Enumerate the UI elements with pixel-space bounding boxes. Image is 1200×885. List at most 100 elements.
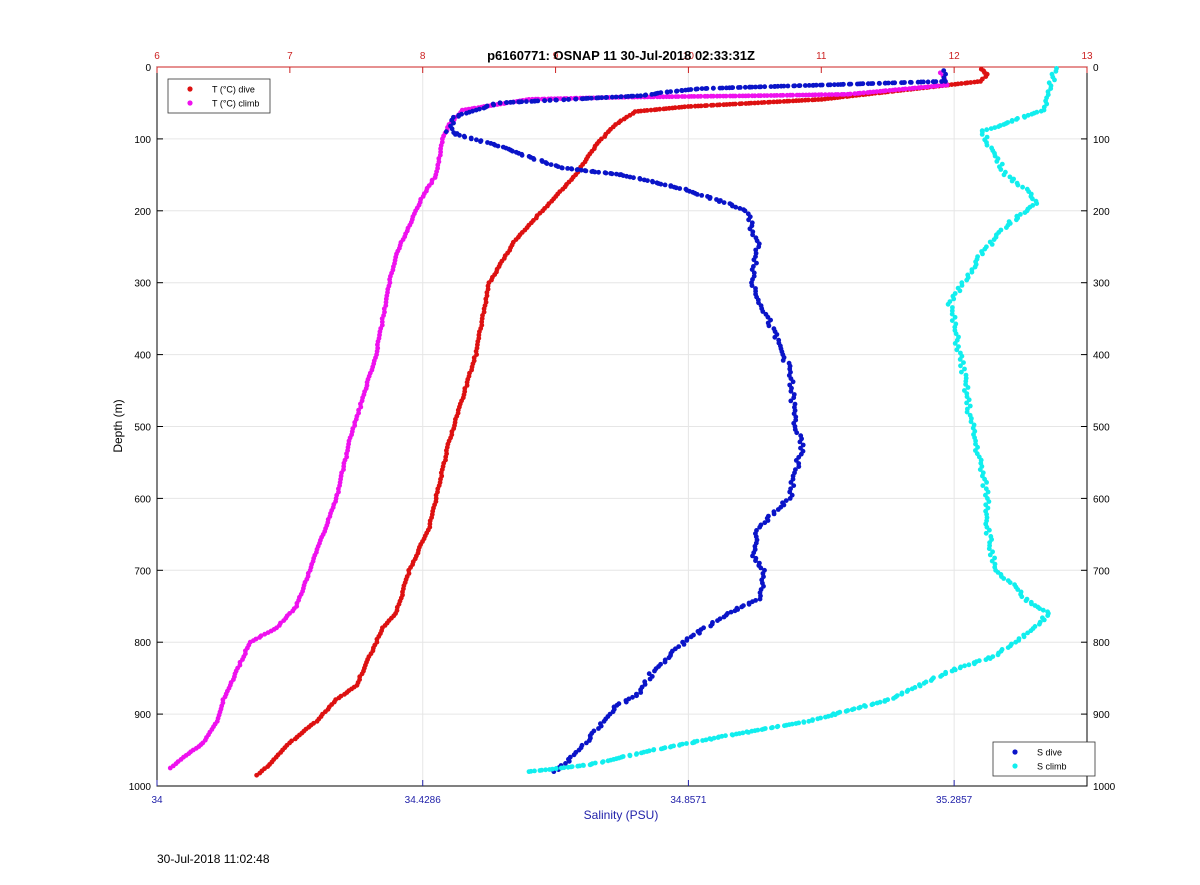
- data-point: [907, 86, 912, 91]
- data-point: [765, 99, 771, 105]
- data-point: [699, 86, 705, 91]
- data-point: [679, 94, 685, 99]
- data-point: [603, 95, 609, 100]
- data-point: [964, 409, 970, 415]
- data-point: [945, 301, 951, 307]
- data-point: [953, 331, 959, 337]
- data-point: [1005, 645, 1011, 650]
- data-point: [478, 139, 483, 145]
- data-point: [996, 124, 1001, 129]
- data-point: [939, 79, 944, 84]
- data-point: [781, 99, 787, 104]
- data-point: [510, 148, 515, 154]
- x-bottom-tick-label: 34.4286: [405, 795, 442, 806]
- data-point: [710, 85, 716, 91]
- data-point: [775, 507, 781, 512]
- data-point: [843, 708, 849, 714]
- data-point: [856, 705, 862, 711]
- data-point: [986, 546, 992, 552]
- y-tick-label-right: 0: [1093, 63, 1099, 74]
- data-point: [984, 127, 990, 133]
- legend-label: T (°C) dive: [212, 85, 255, 95]
- data-point: [877, 81, 882, 86]
- data-point: [757, 524, 763, 530]
- data-point: [931, 79, 937, 85]
- data-point: [984, 480, 989, 485]
- data-point: [750, 232, 755, 238]
- y-tick-label-left: 0: [145, 63, 151, 74]
- data-point: [679, 88, 685, 94]
- data-point: [566, 97, 571, 102]
- data-point: [746, 217, 751, 223]
- y-tick-label-right: 800: [1093, 638, 1110, 649]
- data-point: [1053, 68, 1059, 74]
- data-point: [473, 107, 479, 113]
- data-point: [532, 768, 537, 774]
- data-point: [508, 99, 514, 105]
- series-s-dive: [443, 68, 948, 775]
- data-point: [939, 83, 944, 88]
- data-point: [715, 735, 721, 740]
- data-point: [1015, 587, 1021, 592]
- x-axis-label: Salinity (PSU): [584, 808, 659, 822]
- data-point: [1014, 217, 1019, 223]
- data-point: [987, 656, 993, 661]
- data-point: [904, 689, 910, 694]
- data-point: [793, 721, 799, 726]
- data-point: [801, 720, 807, 725]
- data-point: [1037, 606, 1042, 611]
- data-point: [674, 88, 679, 94]
- data-point: [491, 102, 497, 108]
- data-point: [909, 686, 915, 692]
- x-bottom-tick-label: 34: [151, 795, 163, 806]
- data-point: [816, 92, 822, 98]
- data-point: [984, 142, 990, 148]
- y-tick-label-left: 100: [134, 135, 151, 146]
- data-point: [664, 89, 670, 95]
- data-point: [998, 167, 1004, 172]
- series-t-c-climb: [167, 70, 950, 771]
- x-top-tick-label: 13: [1081, 51, 1093, 62]
- data-point: [959, 369, 964, 375]
- data-point: [708, 102, 714, 108]
- data-point: [737, 101, 743, 107]
- data-point: [642, 92, 648, 98]
- series-s-climb: [526, 66, 1059, 775]
- data-point: [732, 608, 738, 614]
- data-point: [954, 347, 960, 353]
- data-point: [1009, 119, 1015, 124]
- data-point: [959, 81, 964, 86]
- data-point: [899, 80, 904, 86]
- data-point: [652, 107, 658, 113]
- data-point: [839, 92, 845, 97]
- footer-timestamp: 30-Jul-2018 11:02:48: [157, 852, 270, 866]
- data-point: [596, 726, 601, 731]
- data-point: [800, 442, 806, 448]
- chart-title: p6160771: OSNAP 11 30-Jul-2018 02:33:31Z: [487, 48, 755, 63]
- data-point: [949, 311, 955, 317]
- data-point: [822, 92, 828, 98]
- data-point: [1022, 114, 1028, 120]
- data-point: [986, 499, 992, 504]
- data-point: [623, 94, 629, 99]
- data-point: [692, 103, 698, 109]
- data-point: [634, 93, 640, 99]
- data-point: [1029, 111, 1035, 117]
- data-point: [1037, 621, 1042, 627]
- data-point: [972, 264, 978, 270]
- data-point: [464, 110, 469, 116]
- data-point: [601, 718, 607, 724]
- data-point: [750, 553, 755, 559]
- data-point: [972, 79, 977, 85]
- data-point: [983, 657, 989, 663]
- data-point: [979, 132, 985, 137]
- data-point: [618, 94, 624, 100]
- data-point: [724, 85, 729, 91]
- data-point: [780, 358, 786, 363]
- y-tick-label-left: 1000: [129, 782, 152, 793]
- data-point: [874, 700, 880, 706]
- data-point: [623, 699, 629, 705]
- data-point: [617, 172, 622, 178]
- data-point: [753, 84, 758, 90]
